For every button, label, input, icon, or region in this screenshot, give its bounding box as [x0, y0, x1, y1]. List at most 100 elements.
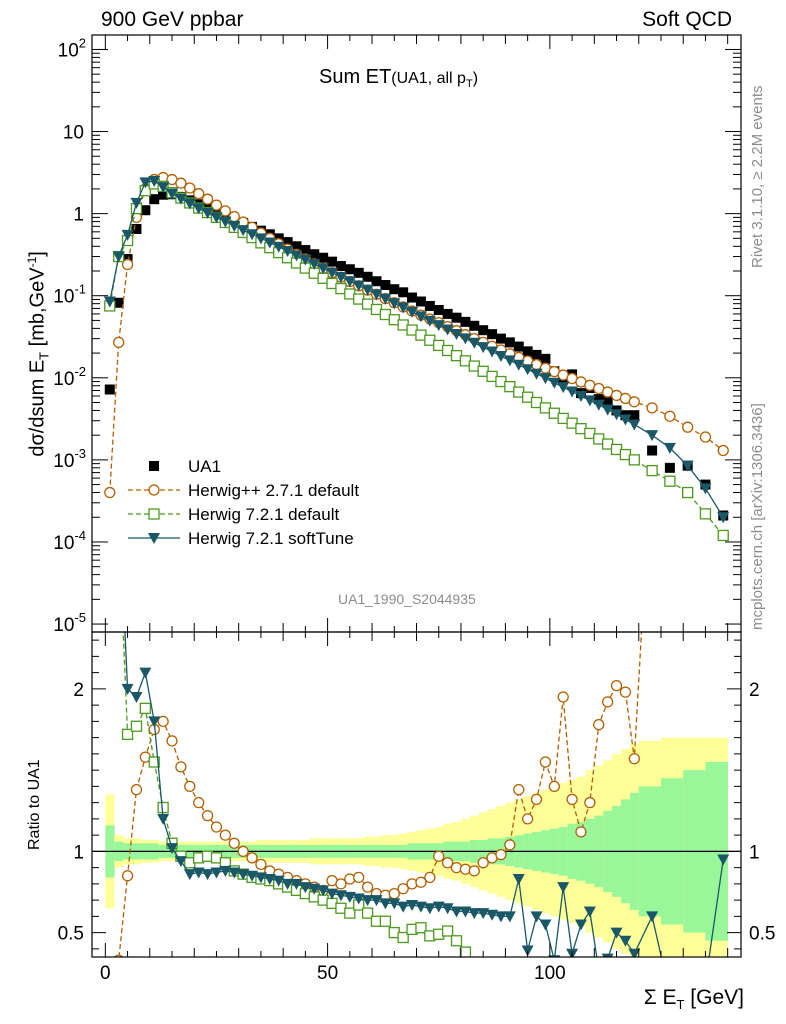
data-point: [664, 462, 675, 473]
ratio-y-axis-label: Ratio to UA1: [26, 759, 43, 850]
data-point: [210, 199, 223, 211]
ratio-point: [717, 854, 730, 866]
ratio-point: [593, 718, 605, 731]
data-point: [379, 293, 392, 305]
data-point: [237, 225, 250, 237]
data-point: [174, 193, 187, 205]
data-point: [424, 300, 435, 311]
data-point: [495, 333, 506, 344]
data-point: [334, 272, 347, 284]
ratio-y-tick-label: 1: [73, 842, 84, 863]
data-point: [183, 198, 196, 210]
data-point: [539, 373, 552, 385]
data-point: [682, 486, 694, 499]
ratio-point: [246, 870, 259, 882]
ratio-y-tick-label-right: 2: [749, 680, 760, 701]
ratio-point: [353, 871, 365, 884]
ratio-point: [219, 829, 232, 841]
ratio-point: [539, 756, 552, 768]
ratio-point: [486, 909, 499, 921]
ratio-point: [424, 871, 436, 884]
ratio-point: [201, 869, 214, 881]
x-axis-label: Σ ET [GeV]: [643, 986, 744, 1013]
data-point: [210, 212, 223, 224]
data-point: [299, 254, 312, 266]
data-point: [629, 410, 640, 421]
data-point: [121, 229, 134, 241]
ratio-point: [308, 883, 321, 895]
data-point: [113, 336, 125, 349]
ratio-point: [628, 948, 641, 957]
ratio-point: [130, 720, 143, 732]
x-tick-label: 50: [317, 963, 338, 984]
data-point: [628, 396, 640, 408]
ratio-point: [468, 865, 480, 877]
ratio-point: [326, 888, 339, 900]
data-point: [487, 329, 498, 340]
ratio-point: [272, 875, 285, 887]
ratio-point: [139, 702, 151, 715]
data-point: [389, 284, 400, 295]
ratio-point: [370, 895, 383, 907]
data-point: [407, 292, 418, 303]
data-point: [451, 312, 462, 323]
data-point: [592, 399, 605, 411]
ratio-point: [388, 898, 401, 910]
data-point: [327, 256, 338, 267]
analysis-id: UA1_1990_S2044935: [338, 591, 476, 607]
ratio-point: [361, 895, 374, 907]
x-tick-label: 0: [100, 963, 111, 984]
y-tick-label: 10-4: [53, 528, 86, 554]
ratio-point: [415, 922, 427, 934]
ratio-point: [335, 878, 347, 890]
data-point: [121, 258, 134, 271]
data-point: [610, 409, 623, 421]
ratio-point: [450, 935, 463, 947]
data-point: [566, 386, 579, 398]
ratio-y-tick-label-right: 0.5: [749, 924, 775, 945]
ratio-point: [210, 867, 223, 879]
ratio-point: [503, 911, 516, 923]
data-point: [574, 391, 587, 403]
data-point: [459, 333, 472, 345]
data-point: [602, 395, 613, 406]
data-point: [397, 302, 410, 314]
data-point: [130, 197, 143, 209]
data-point: [326, 267, 339, 279]
data-point: [450, 328, 463, 340]
data-point: [432, 320, 445, 332]
ratio-point: [290, 878, 303, 890]
ratio-point: [281, 878, 294, 890]
data-point: [371, 276, 382, 287]
ratio-point: [246, 852, 258, 864]
ratio-point: [548, 780, 560, 793]
ratio-point: [504, 839, 516, 851]
data-point: [380, 280, 391, 291]
data-point: [433, 304, 444, 315]
ratio-point: [495, 848, 507, 861]
ratio-point: [450, 906, 463, 918]
header-left: 900 GeV ppbar: [101, 8, 244, 31]
data-point: [681, 460, 694, 472]
data-point: [699, 431, 712, 443]
ratio-point: [459, 946, 472, 957]
ratio-point: [166, 843, 179, 855]
ratio-point: [459, 906, 472, 918]
data-point: [272, 241, 285, 253]
data-point: [664, 410, 676, 422]
data-point: [166, 188, 179, 200]
data-point: [388, 298, 401, 310]
data-point: [219, 216, 232, 228]
data-point: [593, 394, 604, 405]
legend-marker: [148, 508, 160, 520]
legend-label: Herwig 7.2.1 softTune: [188, 529, 354, 548]
ratio-point: [157, 715, 169, 728]
data-point: [148, 175, 161, 187]
data-point: [601, 404, 614, 416]
ratio-point: [192, 867, 205, 879]
data-point: [460, 316, 471, 327]
ratio-point: [432, 901, 445, 913]
ratio-point: [184, 780, 196, 793]
data-point: [344, 264, 355, 275]
data-point: [352, 280, 365, 292]
